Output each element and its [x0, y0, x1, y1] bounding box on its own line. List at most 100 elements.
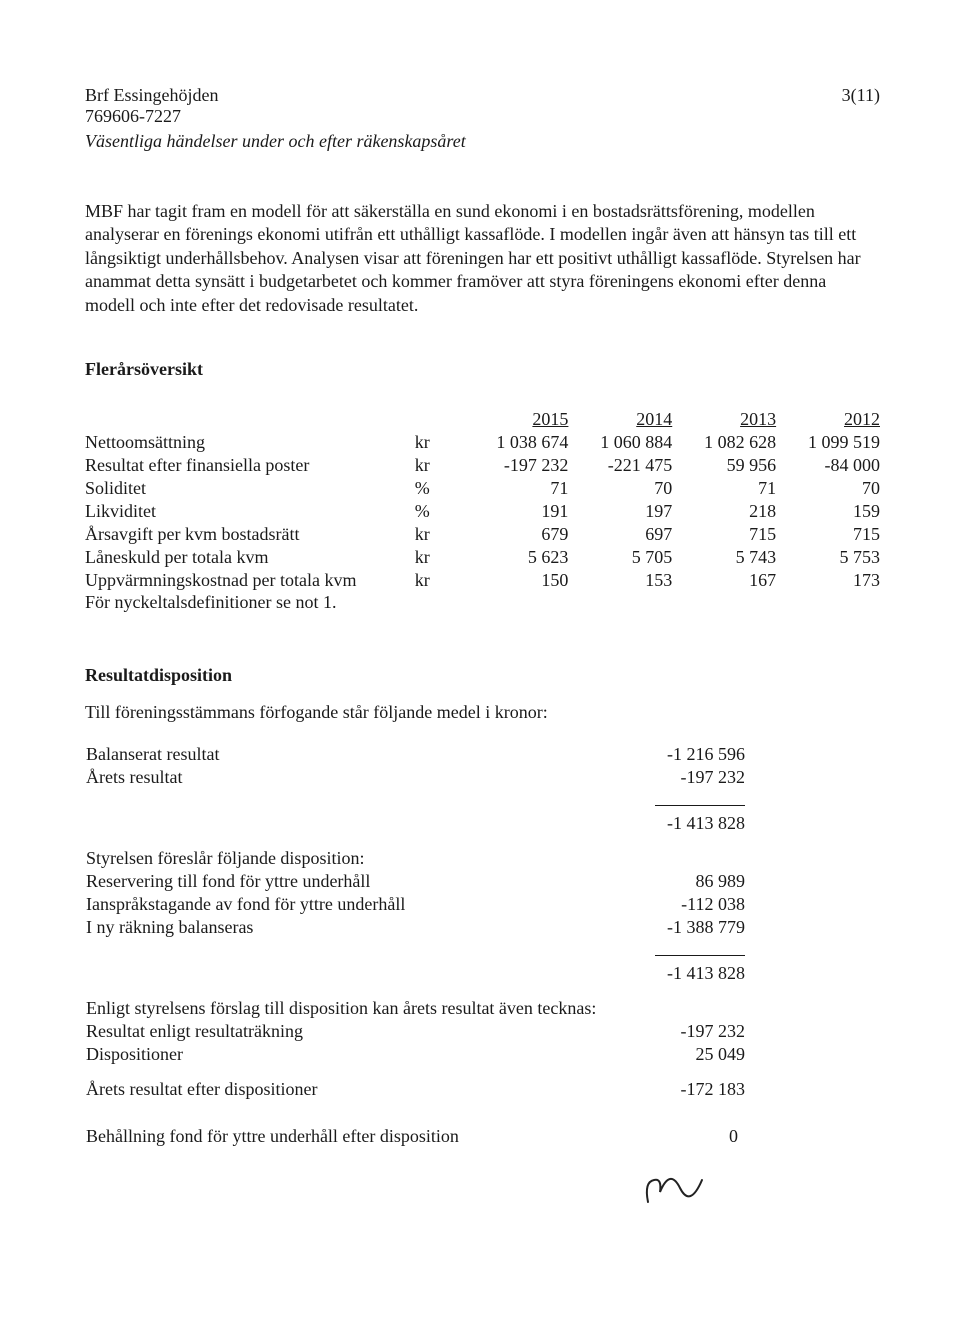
row-unit: kr	[415, 431, 465, 454]
row-label: Årets resultat	[85, 766, 617, 789]
row-value: 70	[568, 477, 672, 500]
row-value: -197 232	[465, 454, 569, 477]
subtotal-row: -1 413 828	[85, 962, 746, 985]
row-label: Soliditet	[85, 477, 415, 500]
disposition-title: Resultatdisposition	[85, 665, 880, 686]
overview-year: 2015	[465, 408, 569, 431]
table-row: Soliditet % 71 70 71 70	[85, 477, 880, 500]
overview-table: 2015 2014 2013 2012 Nettoomsättning kr 1…	[85, 408, 880, 592]
page-number: 3(11)	[842, 85, 880, 106]
row-value: -197 232	[617, 1020, 746, 1043]
row-label: I ny räkning balanseras	[85, 916, 617, 939]
overview-year: 2012	[776, 408, 880, 431]
row-label: Årets resultat efter dispositioner	[85, 1078, 617, 1101]
row-value: -84 000	[776, 454, 880, 477]
row-label: Reservering till fond för yttre underhål…	[85, 870, 617, 893]
row-value: -172 183	[617, 1078, 746, 1101]
row-label: Resultat enligt resultaträkning	[85, 1020, 617, 1043]
row-value: 5 705	[568, 546, 672, 569]
block-heading-row: Enligt styrelsens förslag till dispositi…	[85, 997, 746, 1020]
result-row: Årets resultat efter dispositioner -172 …	[85, 1078, 746, 1101]
row-label: Ianspråkstagande av fond för yttre under…	[85, 893, 617, 916]
row-value: -1 216 596	[617, 743, 746, 766]
row-value: 1 038 674	[465, 431, 569, 454]
disposition-intro: Till föreningsstämmans förfogande står f…	[85, 702, 880, 723]
row-unit: kr	[415, 546, 465, 569]
row-value: 173	[776, 569, 880, 592]
row-label: Årsavgift per kvm bostadsrätt	[85, 523, 415, 546]
row-value: 159	[776, 500, 880, 523]
row-value: -221 475	[568, 454, 672, 477]
row-value: -1 388 779	[617, 916, 746, 939]
row-value: 71	[465, 477, 569, 500]
row-value: 715	[776, 523, 880, 546]
row-value: -112 038	[617, 893, 746, 916]
row-value: 1 082 628	[672, 431, 776, 454]
row-value: 679	[465, 523, 569, 546]
overview-year: 2014	[568, 408, 672, 431]
org-name: Brf Essingehöjden	[85, 85, 218, 106]
overview-footnote: För nyckeltalsdefinitioner se not 1.	[85, 592, 880, 613]
table-row: I ny räkning balanseras -1 388 779	[85, 916, 746, 939]
row-label: Dispositioner	[85, 1043, 617, 1066]
page-header: Brf Essingehöjden 769606-7227 3(11)	[85, 85, 880, 127]
row-value: 0	[617, 1125, 746, 1148]
row-label: Behållning fond för yttre underhåll efte…	[85, 1125, 617, 1148]
row-value: 5 623	[465, 546, 569, 569]
row-value: 150	[465, 569, 569, 592]
overview-year: 2013	[672, 408, 776, 431]
row-value: 715	[672, 523, 776, 546]
table-row: Resultat efter finansiella poster kr -19…	[85, 454, 880, 477]
row-value: 697	[568, 523, 672, 546]
table-row: Årets resultat -197 232	[85, 766, 746, 789]
table-row: Årsavgift per kvm bostadsrätt kr 679 697…	[85, 523, 880, 546]
row-value: -197 232	[617, 766, 746, 789]
overview-title: Flerårsöversikt	[85, 359, 880, 380]
subtotal-row: -1 413 828	[85, 812, 746, 835]
row-value: 5 753	[776, 546, 880, 569]
row-label: Balanserat resultat	[85, 743, 617, 766]
row-unit: %	[415, 500, 465, 523]
table-row: Ianspråkstagande av fond för yttre under…	[85, 893, 746, 916]
row-value: 25 049	[617, 1043, 746, 1066]
table-row: Likviditet % 191 197 218 159	[85, 500, 880, 523]
table-row: Resultat enligt resultaträkning -197 232	[85, 1020, 746, 1043]
row-value: 59 956	[672, 454, 776, 477]
row-value: 5 743	[672, 546, 776, 569]
table-row: Uppvärmningskostnad per totala kvm kr 15…	[85, 569, 880, 592]
section-subheading: Väsentliga händelser under och efter räk…	[85, 131, 880, 152]
row-value: 86 989	[617, 870, 746, 893]
row-label: Låneskuld per totala kvm	[85, 546, 415, 569]
table-row: Låneskuld per totala kvm kr 5 623 5 705 …	[85, 546, 880, 569]
row-value: 197	[568, 500, 672, 523]
overview-header-row: 2015 2014 2013 2012	[85, 408, 880, 431]
row-label: Resultat efter finansiella poster	[85, 454, 415, 477]
subtotal-value: -1 413 828	[617, 962, 746, 985]
row-label: Uppvärmningskostnad per totala kvm	[85, 569, 415, 592]
table-row: Dispositioner 25 049	[85, 1043, 746, 1066]
table-row: Reservering till fond för yttre underhål…	[85, 870, 746, 893]
org-block: Brf Essingehöjden 769606-7227	[85, 85, 218, 127]
row-unit: %	[415, 477, 465, 500]
row-value: 70	[776, 477, 880, 500]
subtotal-value: -1 413 828	[617, 812, 746, 835]
row-unit: kr	[415, 569, 465, 592]
row-value: 71	[672, 477, 776, 500]
row-unit: kr	[415, 454, 465, 477]
block-heading-row: Styrelsen föreslår följande disposition:	[85, 847, 746, 870]
row-value: 191	[465, 500, 569, 523]
signature-initials-icon	[640, 1170, 710, 1210]
org-number: 769606-7227	[85, 106, 218, 127]
final-row: Behållning fond för yttre underhåll efte…	[85, 1125, 746, 1148]
document-page: Brf Essingehöjden 769606-7227 3(11) Väse…	[0, 0, 960, 1343]
body-paragraph: MBF har tagit fram en modell för att säk…	[85, 200, 880, 317]
row-label: Nettoomsättning	[85, 431, 415, 454]
row-label: Likviditet	[85, 500, 415, 523]
row-value: 167	[672, 569, 776, 592]
row-unit: kr	[415, 523, 465, 546]
row-value: 153	[568, 569, 672, 592]
row-value: 1 099 519	[776, 431, 880, 454]
row-label: Enligt styrelsens förslag till dispositi…	[85, 997, 746, 1020]
table-row: Balanserat resultat -1 216 596	[85, 743, 746, 766]
row-value: 218	[672, 500, 776, 523]
